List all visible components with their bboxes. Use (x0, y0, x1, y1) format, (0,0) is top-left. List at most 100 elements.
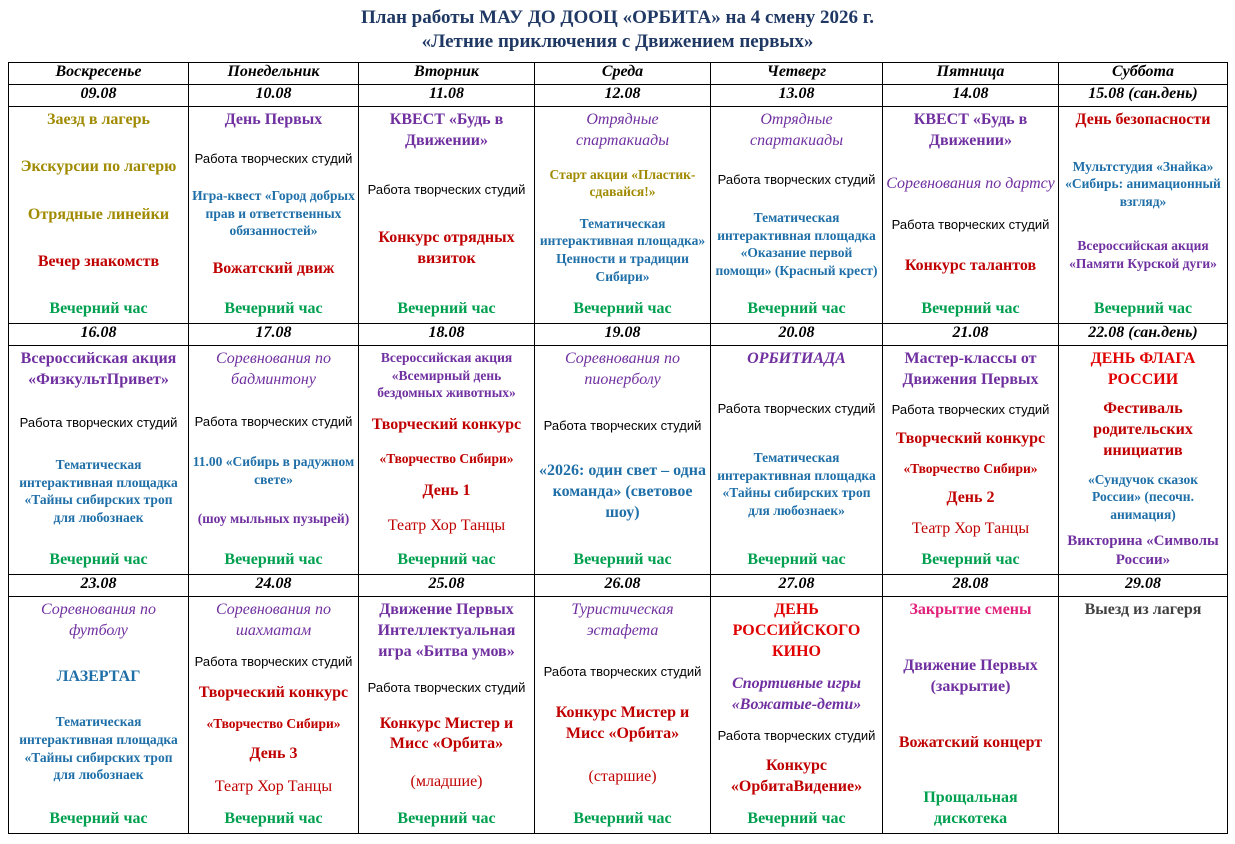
content-row: Заезд в лагерь Экскурсии по лагерю Отрядны… (8, 106, 1228, 324)
activity: «2026: один свет – одна команда» (светов… (539, 462, 706, 522)
activity: Движение Первых (закрытие) (903, 656, 1038, 695)
activity: ОРБИТИАДА (747, 350, 846, 367)
cell-content: КВЕСТ «Будь в Движении» Соревнования по д… (886, 107, 1055, 323)
cell-content: День Первых Работа творческих студий Игра-… (192, 107, 355, 323)
date: 21.08 (882, 323, 1059, 346)
activity: Работа творческих студий (543, 664, 702, 680)
date: 23.08 (8, 574, 189, 597)
day-cell: Выезд из лагеря (1058, 596, 1228, 834)
day-cell: Соревнования по шахматам Работа творчески… (188, 596, 359, 834)
cell-content: ДЕНЬ ФЛАГА РОССИИ Фестиваль родительских … (1062, 346, 1224, 574)
cell-content: Соревнования по шахматам Работа творчески… (192, 597, 355, 833)
activity: Тематическая интерактивная площадка «Ока… (715, 210, 878, 278)
activity: Заезд в лагерь (47, 111, 150, 128)
date: 24.08 (188, 574, 359, 597)
date: 20.08 (710, 323, 883, 346)
day-cell: Отрядные спартакиады Работа творческих ст… (710, 106, 883, 324)
activity: Вечерний час (573, 810, 672, 828)
day-cell: ОРБИТИАДА Работа творческих студий Тематич… (710, 345, 883, 575)
activity: ДЕНЬ ФЛАГА РОССИИ (1090, 350, 1196, 388)
date: 29.08 (1058, 574, 1228, 597)
activity: Вожатский движ (212, 260, 335, 278)
activity: Мультстудия «Знайка» «Сибирь: анимационн… (1065, 158, 1221, 209)
activity: Фестиваль родительских инициатив (1093, 400, 1193, 459)
activity: ЛАЗЕРТАГ (56, 668, 141, 686)
activity: КВЕСТ «Будь в Движении» (389, 111, 504, 149)
content-row: Всероссийская акция «ФизкультПривет» Рабо… (8, 345, 1228, 575)
activity: Вечерний час (921, 551, 1020, 569)
date-row: 09.08 10.08 11.08 12.08 13.08 14.08 15.08 (сан… (8, 84, 1228, 107)
activity: Вечерний час (49, 551, 148, 569)
activity: Вечер знакомств (37, 252, 160, 270)
day-name: Среда (534, 62, 711, 85)
date: 27.08 (710, 574, 883, 597)
activity: Прощальная дискотека (923, 789, 1018, 828)
activity: Вечерний час (49, 300, 148, 318)
date-row: 23.08 24.08 25.08 26.08 27.08 28.08 29.08 (8, 574, 1228, 597)
activity: Вечерний час (1093, 300, 1193, 318)
title: План работы МАУ ДО ДООЦ «ОРБИТА» на 4 см… (0, 6, 1235, 54)
day-cell: Отрядные спартакиады Старт акции «Пластик… (534, 106, 711, 324)
day-cell: Соревнования по пионерболу Работа творчес… (534, 345, 711, 575)
activity: Туристическая эстафета (571, 601, 674, 639)
cell-content: Движение Первых Интеллектуальная игра «Б… (362, 597, 531, 833)
date: 13.08 (710, 84, 883, 107)
day-cell: Всероссийская акция «ФизкультПривет» Рабо… (8, 345, 189, 575)
activity: Вечерний час (921, 300, 1020, 318)
activity: Работа творческих студий (367, 679, 526, 695)
date: 18.08 (358, 323, 535, 346)
activity: Конкурс талантов (904, 257, 1037, 275)
cell-content: Соревнования по футболу ЛАЗЕРТАГ Тематичес… (12, 597, 185, 833)
date: 19.08 (534, 323, 711, 346)
activity: Тематическая интерактивная площадка» Цен… (539, 215, 706, 284)
activity: «Творчество Сибири» (903, 461, 1038, 477)
activity: Работа творческих студий (194, 150, 353, 166)
activity: Конкурс Мистер и Мисс «Орбита» (555, 704, 690, 743)
date: 26.08 (534, 574, 711, 597)
date: 15.08 (сан.день) (1058, 84, 1228, 107)
activity: Экскурсии по лагерю (20, 158, 177, 176)
cell-content: Мастер-классы от Движения Первых Работа т… (886, 346, 1055, 574)
day-name: Пятница (882, 62, 1059, 85)
day-cell: Всероссийская акция «Всемирный день безд… (358, 345, 535, 575)
day-cell: Соревнования по футболу ЛАЗЕРТАГ Тематичес… (8, 596, 189, 834)
activity: Творческий конкурс (371, 416, 522, 434)
activity: Работа творческих студий (543, 417, 702, 433)
activity: (старшие) (588, 767, 657, 785)
activity: Всероссийская акция «Всемирный день безд… (377, 350, 516, 401)
activity: Театр Хор Танцы (214, 777, 333, 795)
day-name: Вторник (358, 62, 535, 85)
activity: Выезд из лагеря (1084, 601, 1202, 618)
activity: Вечерний час (397, 810, 496, 828)
activity: «Творчество Сибири» (206, 716, 341, 732)
date-row: 16.08 17.08 18.08 19.08 20.08 21.08 22.08 (сан… (8, 323, 1228, 346)
activity: (младшие) (410, 772, 483, 790)
activity: Всероссийская акция «ФизкультПривет» (20, 350, 177, 388)
date: 22.08 (сан.день) (1058, 323, 1228, 346)
cell-content: Соревнования по пионерболу Работа творчес… (538, 346, 707, 574)
schedule-table: Воскресенье Понедельник Вторник Среда Четвер… (8, 62, 1228, 834)
day-cell: КВЕСТ «Будь в Движении» Соревнования по д… (882, 106, 1059, 324)
activity: 11.00 «Сибирь в радужном свете» (192, 454, 355, 487)
activity: Конкурс Мистер и Мисс «Орбита» (379, 714, 514, 753)
date: 17.08 (188, 323, 359, 346)
activity: Работа творческих студий (891, 401, 1050, 417)
date: 09.08 (8, 84, 189, 107)
activity: Вечерний час (747, 551, 846, 569)
activity: Творческий конкурс (198, 683, 349, 701)
title-line: «Летние приключения с Движением первых» (421, 31, 814, 52)
activity: Вечерний час (573, 300, 672, 318)
activity: (шоу мыльных пузырей) (197, 511, 350, 527)
day-cell: Соревнования по бадминтону Работа творчес… (188, 345, 359, 575)
day-cell: День безопасности Мультстудия «Знайка» «С… (1058, 106, 1228, 324)
content-row: Соревнования по футболу ЛАЗЕРТАГ Тематичес… (8, 596, 1228, 834)
day-name: Воскресенье (8, 62, 189, 85)
day-cell: Заезд в лагерь Экскурсии по лагерю Отрядны… (8, 106, 189, 324)
activity: КВЕСТ «Будь в Движении» (913, 111, 1028, 149)
day-cell: Закрытие смены Движение Первых (закрытие)… (882, 596, 1059, 834)
activity: «Сундучок сказок России» (песочн. анимац… (1088, 471, 1198, 522)
date: 11.08 (358, 84, 535, 107)
activity: День 1 (422, 482, 471, 500)
activity: Вечерний час (747, 300, 846, 318)
day-name: Четверг (710, 62, 883, 85)
